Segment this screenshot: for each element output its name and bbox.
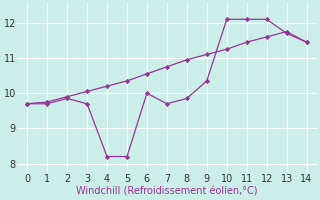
X-axis label: Windchill (Refroidissement éolien,°C): Windchill (Refroidissement éolien,°C) bbox=[76, 187, 258, 197]
